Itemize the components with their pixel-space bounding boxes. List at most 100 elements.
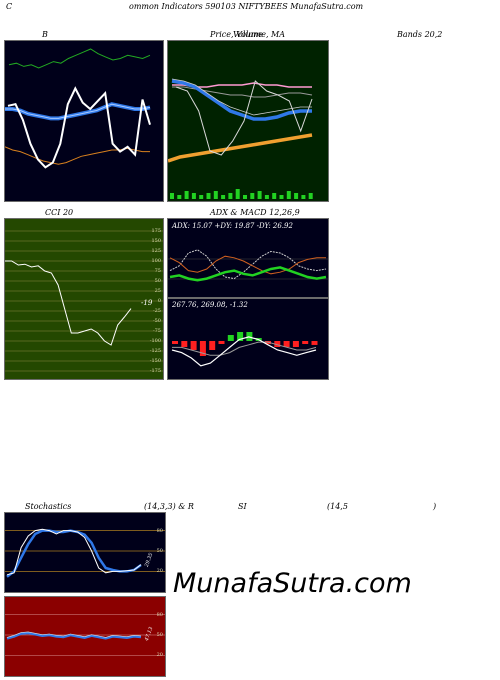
adx-minus-dy-line — [169, 255, 326, 275]
volume-bar — [191, 193, 196, 199]
volume-bar — [221, 195, 226, 199]
cci-tick-label: -75 — [152, 328, 161, 334]
cci-tick-label: -175 — [149, 368, 161, 374]
rsi-tick-label: 50 — [156, 632, 163, 638]
cci-tick-label: 100 — [151, 258, 161, 264]
price-panel — [167, 40, 329, 202]
bands-title: Bands 20,2 — [397, 30, 443, 39]
cci-tick-label: -100 — [149, 338, 161, 344]
volume-bar — [264, 195, 269, 199]
volume-overlay-label: Volume — [233, 30, 263, 39]
cci-tick-label: 150 — [151, 238, 161, 244]
macd-histogram-bar — [311, 341, 318, 345]
volume-bar — [257, 191, 262, 199]
bollinger-title: B — [42, 30, 48, 39]
macd-histogram-bar — [227, 335, 234, 341]
volume-bar — [301, 195, 306, 199]
volume-bar — [213, 191, 218, 199]
volume-bar — [235, 189, 240, 199]
macd-histogram-bar — [274, 341, 281, 347]
cci-tick-label: -125 — [149, 348, 161, 354]
adx-chart — [168, 249, 328, 282]
macd-values-text: 267.76, 269.08, -1.32 — [172, 301, 248, 309]
volume-bar — [286, 191, 291, 199]
volume-bar — [243, 195, 247, 199]
volume-bar — [177, 195, 182, 199]
volume-bar — [206, 193, 211, 199]
rsi-line — [6, 631, 142, 640]
adx-plus-dy-line — [169, 249, 327, 280]
ma-line-silver — [171, 78, 312, 116]
stochastics-tick-label: 80 — [156, 527, 163, 534]
cci-chart — [5, 230, 163, 372]
macd-signal-line — [172, 341, 317, 356]
volume-bar — [279, 195, 284, 199]
rsi-params: (14,5 — [327, 502, 348, 511]
ma-line-orange — [168, 133, 313, 163]
stochastics-k-line — [6, 528, 142, 576]
cci-tick-label: -25 — [152, 308, 161, 314]
macd-line — [171, 336, 317, 367]
macd-histogram-bar — [190, 341, 197, 350]
cci-tick-label: 75 — [154, 268, 161, 274]
price-chart — [168, 78, 313, 199]
price-line — [175, 80, 313, 156]
cci-line — [5, 260, 132, 346]
stochastics-params: (14,3,3) & R — [144, 502, 194, 511]
bb-middle-band-highlight — [5, 103, 151, 119]
stochastics-tick-label: 50 — [156, 548, 163, 554]
cci-tick-label: 50 — [154, 278, 161, 284]
volume-bar — [294, 193, 299, 199]
volume-bar — [228, 193, 233, 199]
macd-histogram-bar — [218, 341, 225, 344]
ma-line-blue — [171, 79, 312, 121]
rsi-tick-label: 80 — [156, 611, 163, 618]
cci-tick-label: 125 — [151, 248, 161, 254]
page-title: ommon Indicators 590103 NIFTYBEES Munafa… — [129, 2, 364, 11]
cci-tick-label: -150 — [149, 358, 161, 364]
macd-histogram-bar — [292, 341, 299, 347]
cci-title: CCI 20 — [45, 208, 74, 217]
stochastics-chart — [5, 528, 165, 578]
bb-price-line — [7, 86, 151, 169]
bb-upper-band — [8, 48, 151, 69]
macd-histogram-bar — [237, 332, 244, 341]
bb-lower-band — [5, 146, 150, 165]
volume-bar — [250, 193, 255, 199]
rsi-average-line — [6, 631, 142, 638]
volume-bar — [308, 193, 313, 199]
macd-histogram-bar — [209, 341, 216, 350]
stochastics-title: Stochastics — [25, 502, 72, 511]
macd-histogram-bar — [283, 341, 290, 347]
macd-histogram-bar — [172, 341, 178, 344]
macd-histogram-bar — [181, 341, 188, 347]
volume-bar — [272, 193, 277, 199]
price-title: Price, Volume, MA — [210, 30, 286, 39]
adx-values-text: ADX: 15.07 +DY: 19.87 -DY: 26.92 — [172, 222, 293, 230]
bb-middle-band — [5, 102, 151, 121]
macd-histogram-bar — [199, 341, 206, 356]
volume-bar — [184, 191, 189, 199]
volume-bar — [199, 195, 204, 199]
rsi-tick-label: 20 — [156, 652, 163, 659]
stochastics-panel: 29.35 80 50 20 — [4, 512, 166, 593]
adx-panel: ADX: 15.07 +DY: 19.87 -DY: 26.92 — [167, 218, 329, 298]
watermark: MunafaSutra.com — [173, 568, 412, 599]
cci-tick-label: 175 — [151, 228, 161, 234]
rsi-chart — [5, 614, 165, 656]
macd-panel: 267.76, 269.08, -1.32 — [167, 298, 329, 380]
adx-macd-title: ADX & MACD 12,26,9 — [210, 208, 300, 217]
rsi-panel: 47.13 80 50 20 — [4, 596, 166, 677]
rsi-title: SI — [238, 502, 247, 511]
cci-tick-label: 0 — [157, 298, 161, 304]
stochastics-tick-label: 20 — [156, 568, 163, 575]
macd-chart — [171, 332, 318, 367]
rsi-params-close: ) — [433, 502, 437, 511]
adx-line — [169, 266, 327, 282]
macd-histogram-bar — [302, 341, 309, 344]
cci-tick-label: -50 — [152, 318, 161, 324]
bollinger-panel — [4, 40, 164, 202]
volume-bar — [170, 193, 174, 199]
header-left: C — [6, 2, 13, 11]
cci-panel: -19 175 150 125 100 75 50 25 0 -25 -50 -75 -100 -125… — [4, 218, 164, 380]
